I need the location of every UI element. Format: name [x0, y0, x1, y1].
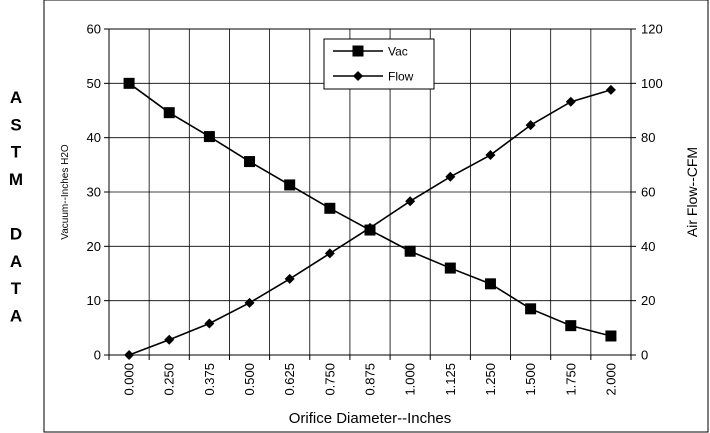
side-label-letter: D	[10, 225, 22, 244]
right-y-axis-title: Air Flow--CFM	[684, 147, 700, 237]
x-tick-label: 0.250	[162, 363, 177, 396]
left-tick-label: 60	[87, 22, 101, 37]
right-tick-label: 120	[641, 22, 663, 37]
x-tick-label: 1.250	[483, 363, 498, 396]
side-label-letter: A	[10, 88, 22, 107]
data-point-vac	[164, 107, 175, 118]
left-tick-label: 0	[94, 348, 101, 363]
right-tick-label: 60	[641, 185, 655, 200]
left-tick-label: 10	[87, 293, 101, 308]
x-tick-label: 0.500	[242, 363, 257, 396]
left-tick-label: 50	[87, 76, 101, 91]
right-tick-label: 0	[641, 348, 648, 363]
legend: Vac Flow	[324, 39, 434, 89]
data-point-vac	[525, 303, 536, 314]
side-label-letter: A	[10, 306, 22, 325]
data-point-vac	[485, 278, 496, 289]
legend-box	[324, 39, 434, 89]
data-point-vac	[244, 156, 255, 167]
left-tick-label: 40	[87, 130, 101, 145]
side-label-letter: T	[11, 143, 22, 162]
data-point-vac	[124, 78, 135, 89]
data-point-vac	[405, 246, 416, 257]
x-tick-label: 1.125	[443, 363, 458, 396]
x-tick-label: 0.750	[322, 363, 337, 396]
right-tick-label: 80	[641, 130, 655, 145]
x-tick-label: 0.625	[282, 363, 297, 396]
left-y-axis-title: Vacuum--Inches H2O	[60, 144, 71, 240]
data-point-vac	[324, 203, 335, 214]
left-tick-label: 30	[87, 185, 101, 200]
x-tick-label: 0.000	[122, 363, 137, 396]
legend-marker-vac	[353, 46, 364, 57]
right-tick-label: 40	[641, 239, 655, 254]
x-tick-label: 1.000	[403, 363, 418, 396]
side-label-letter: T	[11, 279, 22, 298]
right-tick-label: 20	[641, 293, 655, 308]
data-point-vac	[204, 131, 215, 142]
x-tick-label: 1.750	[563, 363, 578, 396]
x-tick-label: 0.875	[363, 363, 378, 396]
legend-label-vac: Vac	[388, 45, 408, 59]
x-tick-label: 2.000	[603, 363, 618, 396]
x-axis-title: Orifice Diameter--Inches	[289, 410, 452, 427]
data-point-vac	[565, 320, 576, 331]
side-label-letter: M	[9, 170, 23, 189]
left-tick-label: 20	[87, 239, 101, 254]
data-point-vac	[605, 330, 616, 341]
right-tick-label: 100	[641, 76, 663, 91]
data-point-vac	[445, 263, 456, 274]
side-label-letter: S	[10, 115, 21, 134]
side-label-letter: A	[10, 252, 22, 271]
legend-label-flow: Flow	[388, 70, 414, 84]
x-tick-label: 1.500	[523, 363, 538, 396]
x-tick-label: 0.375	[202, 363, 217, 396]
data-point-vac	[284, 179, 295, 190]
